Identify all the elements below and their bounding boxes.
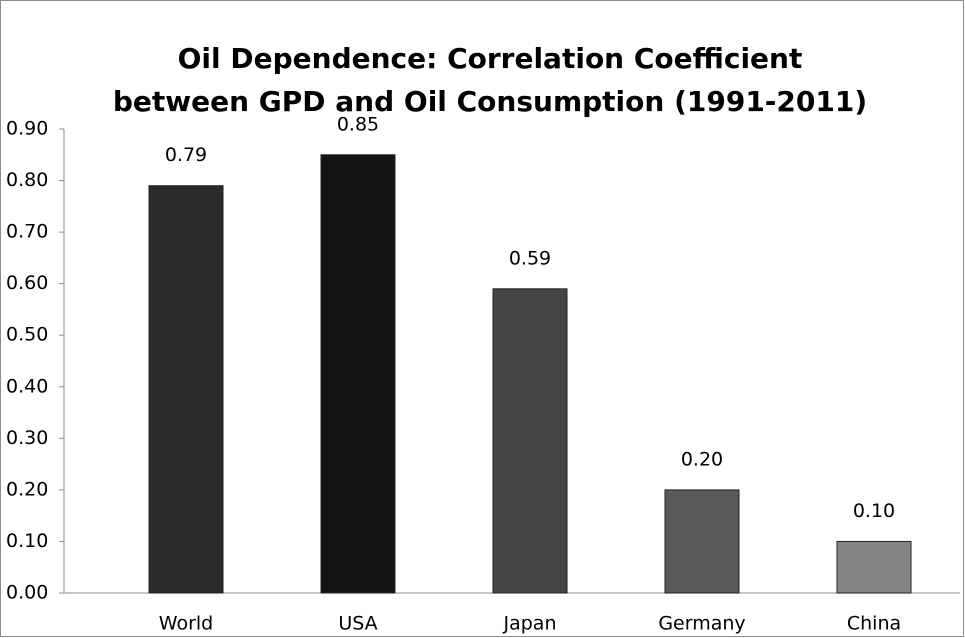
value-label: 0.79 bbox=[165, 144, 207, 166]
x-tick-label: Japan bbox=[503, 613, 557, 635]
bar bbox=[836, 540, 912, 594]
value-label: 0.85 bbox=[337, 113, 379, 135]
y-tick-label: 0.80 bbox=[6, 169, 48, 191]
value-label: 0.20 bbox=[681, 448, 723, 470]
x-tick-label: Germany bbox=[658, 613, 745, 635]
value-label: 0.59 bbox=[509, 247, 551, 269]
value-label: 0.10 bbox=[853, 500, 895, 522]
y-tick-label: 0.30 bbox=[6, 427, 48, 449]
y-tick-label: 0.60 bbox=[6, 272, 48, 294]
chart-title: between GPD and Oil Consumption (1991-20… bbox=[113, 85, 867, 118]
y-tick-label: 0.50 bbox=[6, 324, 48, 346]
y-tick-label: 0.70 bbox=[6, 221, 48, 243]
x-tick-label: USA bbox=[338, 613, 377, 635]
y-tick-label: 0.90 bbox=[6, 118, 48, 140]
bar bbox=[148, 185, 224, 594]
y-tick-label: 0.10 bbox=[6, 530, 48, 552]
y-tick-label: 0.00 bbox=[6, 582, 48, 604]
bar bbox=[664, 489, 740, 594]
x-tick-label: World bbox=[159, 613, 213, 635]
y-tick-label: 0.20 bbox=[6, 478, 48, 500]
bar bbox=[320, 154, 396, 594]
y-tick-label: 0.40 bbox=[6, 375, 48, 397]
x-tick-label: China bbox=[847, 613, 901, 635]
chart-title: Oil Dependence: Correlation Coefficient bbox=[178, 42, 803, 75]
bar bbox=[492, 288, 568, 594]
